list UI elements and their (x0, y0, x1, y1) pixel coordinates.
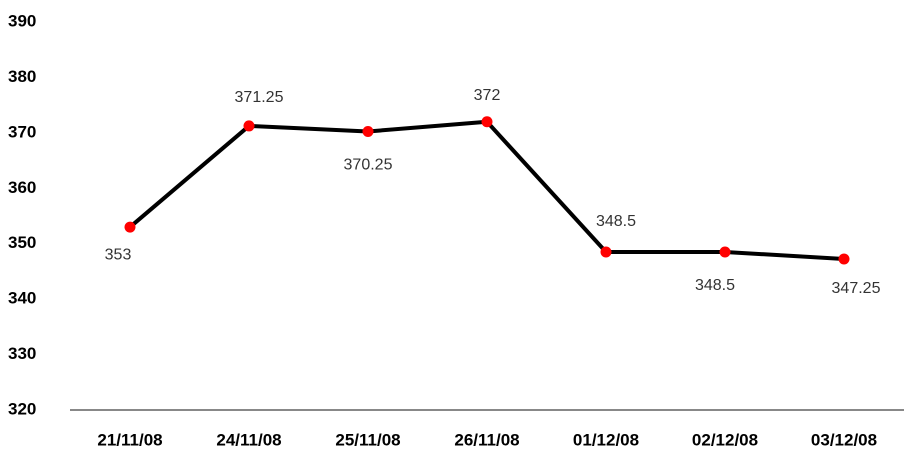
x-tick-label: 01/12/08 (573, 430, 639, 449)
x-tick-label: 03/12/08 (811, 430, 877, 449)
marker (124, 221, 136, 233)
x-tick-label: 25/11/08 (335, 430, 400, 449)
marker (243, 120, 255, 132)
marker (838, 253, 850, 265)
marker (600, 246, 612, 258)
y-tick-label: 320 (8, 399, 36, 418)
data-label: 353 (105, 246, 132, 263)
y-tick-label: 370 (8, 122, 36, 141)
data-label: 348.5 (596, 213, 636, 230)
y-tick-label: 360 (8, 178, 36, 197)
x-tick-label: 26/11/08 (454, 430, 519, 449)
x-tick-label: 02/12/08 (692, 430, 758, 449)
y-tick-label: 390 (8, 11, 36, 30)
marker (481, 116, 493, 128)
y-tick-label: 380 (8, 67, 36, 86)
x-tick-label: 24/11/08 (216, 430, 281, 449)
data-label: 348.5 (695, 277, 735, 294)
x-tick-label: 21/11/08 (97, 430, 162, 449)
marker (362, 125, 374, 137)
y-tick-label: 330 (8, 344, 36, 363)
marker (719, 246, 731, 258)
data-label: 372 (474, 87, 501, 104)
data-label: 347.25 (832, 280, 881, 297)
data-label: 371.25 (235, 89, 284, 106)
y-tick-label: 340 (8, 289, 36, 308)
data-label: 370.25 (344, 157, 393, 174)
line (128, 119, 845, 261)
y-tick-label: 350 (8, 233, 36, 252)
